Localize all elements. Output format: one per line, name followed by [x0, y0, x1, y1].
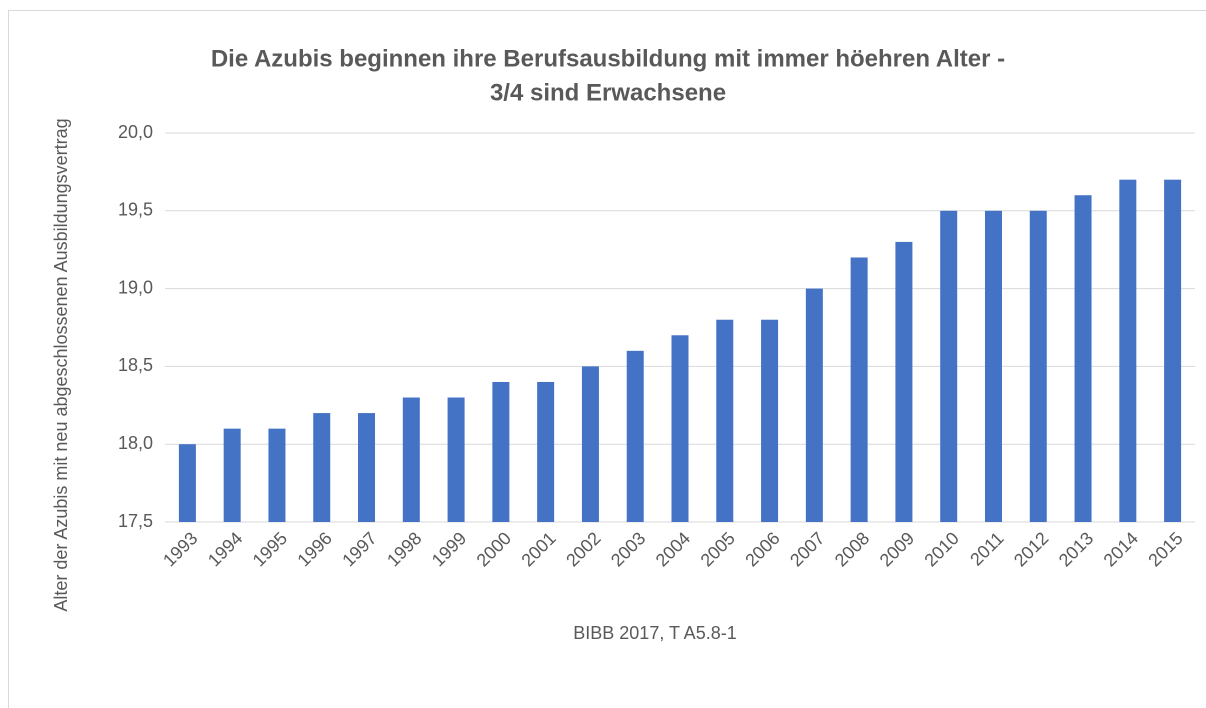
x-tick-label: 2014: [1100, 528, 1142, 570]
bar: [850, 257, 868, 522]
x-tick-label: 2008: [831, 528, 873, 570]
bar: [626, 350, 644, 522]
x-tick-label: 2000: [473, 528, 515, 570]
x-tick-label: 2001: [517, 528, 559, 570]
bar: [761, 319, 779, 522]
x-tick-label: 1996: [293, 528, 335, 570]
x-tick-label: 2004: [652, 528, 694, 570]
x-tick-label: 2009: [876, 528, 918, 570]
bar: [1119, 179, 1137, 522]
y-tick-label: 17,5: [118, 511, 153, 531]
y-tick-label: 19,0: [118, 277, 153, 297]
x-tick-label: 1998: [383, 528, 425, 570]
bar: [1074, 195, 1092, 523]
bar: [402, 397, 420, 522]
bar: [447, 397, 465, 522]
bar: [984, 210, 1002, 523]
bar: [716, 319, 734, 522]
x-tick-label: 2013: [1055, 528, 1097, 570]
x-tick-label: 2007: [786, 528, 828, 570]
x-tick-label: 2011: [966, 528, 1008, 570]
bar: [1164, 179, 1182, 522]
x-tick-label: 1999: [428, 528, 470, 570]
x-tick-label: 1993: [159, 528, 201, 570]
y-tick-label: 18,5: [118, 355, 153, 375]
y-tick-label: 19,5: [118, 200, 153, 220]
chart-title: Die Azubis beginnen ihre Berufsausbildun…: [211, 45, 1005, 72]
x-tick-label: 2002: [562, 528, 604, 570]
x-tick-label: 2010: [920, 528, 962, 570]
y-tick-label: 20,0: [118, 122, 153, 142]
bar: [671, 335, 689, 522]
x-tick-label: 1997: [338, 528, 380, 570]
x-tick-label: 1994: [204, 528, 246, 570]
x-axis-label: BIBB 2017, T A5.8-1: [573, 623, 736, 643]
bar: [537, 381, 555, 522]
bar: [581, 366, 599, 522]
x-tick-label: 2015: [1144, 528, 1186, 570]
bar: [805, 288, 823, 522]
bar: [1029, 210, 1047, 523]
bar: [492, 381, 510, 522]
x-tick-label: 2006: [741, 528, 783, 570]
x-tick-label: 2003: [607, 528, 649, 570]
bar: [895, 241, 913, 523]
x-tick-label: 2005: [697, 528, 739, 570]
chart-title: 3/4 sind Erwachsene: [490, 79, 726, 106]
bar: [940, 210, 958, 523]
bar: [268, 428, 286, 522]
chart-frame: [8, 10, 1206, 708]
x-tick-label: 2012: [1010, 528, 1052, 570]
y-axis-label: Alter der Azubis mit neu abgeschlossenen…: [51, 118, 71, 611]
bar: [358, 413, 376, 522]
bar: [223, 428, 241, 522]
y-tick-label: 18,0: [118, 433, 153, 453]
x-tick-label: 1995: [249, 528, 291, 570]
bar: [178, 444, 196, 522]
bar: [313, 413, 331, 522]
